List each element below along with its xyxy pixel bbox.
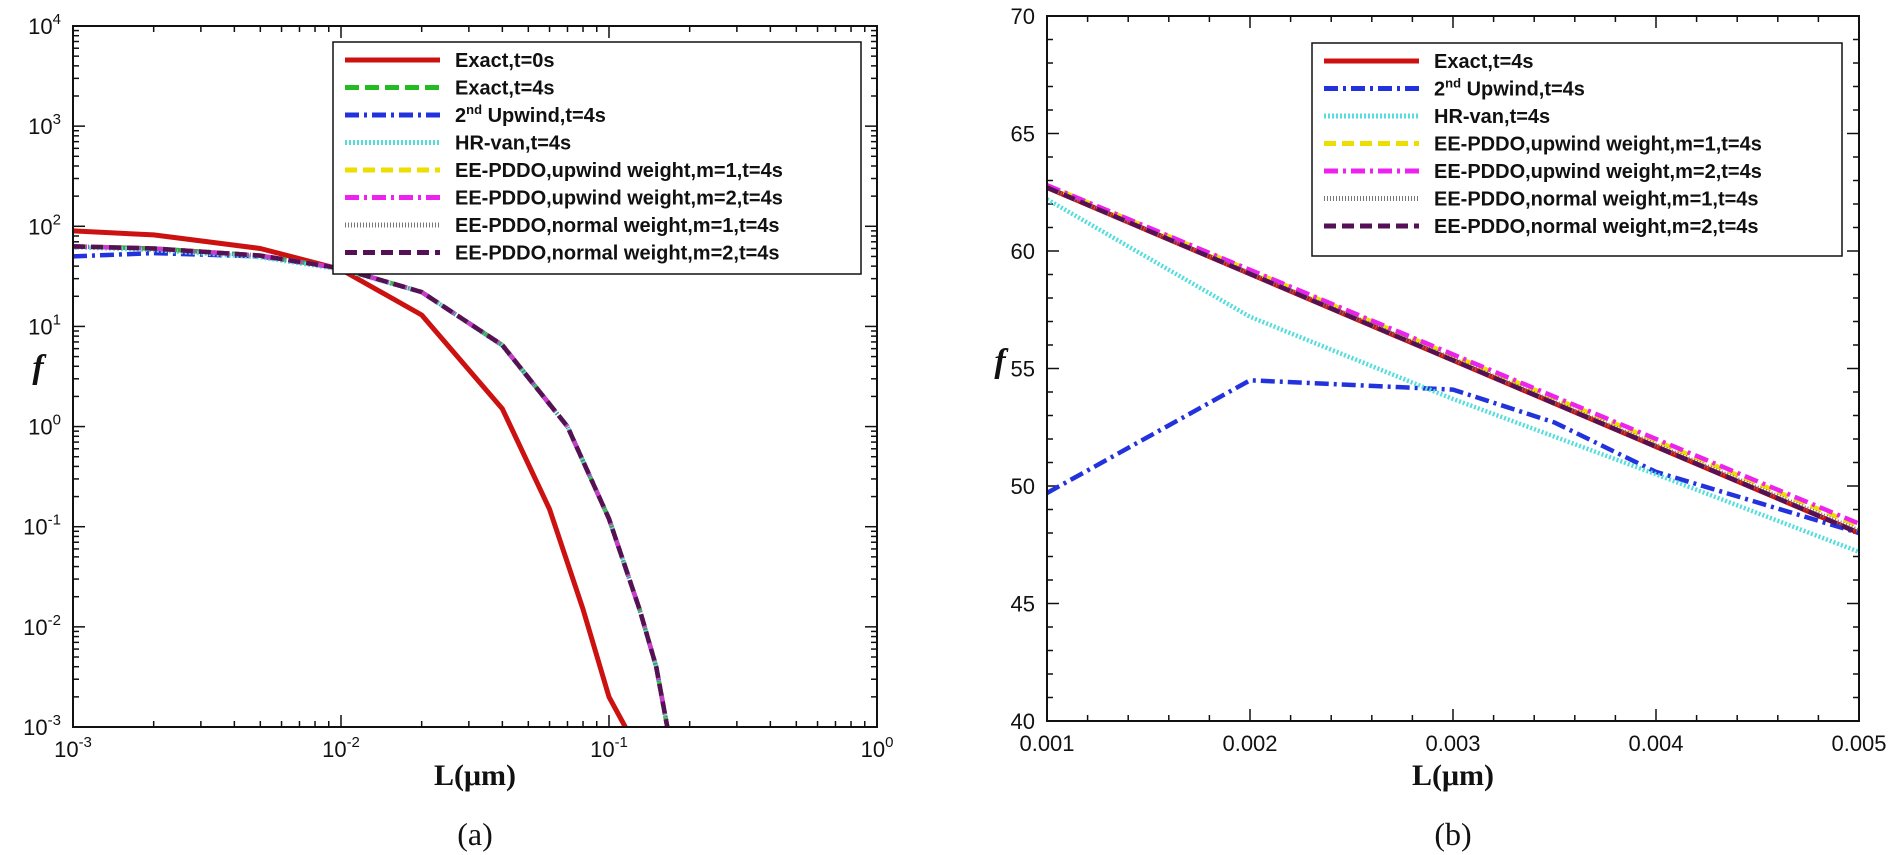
panel-a-caption: (a) — [457, 816, 493, 852]
series-line — [1047, 183, 1859, 526]
y-tick-label: 101 — [28, 311, 61, 339]
y-tick-label: 104 — [28, 11, 61, 39]
x-tick-label: 10-1 — [590, 734, 628, 762]
y-tick-label: 70 — [1011, 4, 1035, 29]
y-tick-label: 40 — [1011, 709, 1035, 734]
panel-b-tick-labels: 0.001 0.002 0.003 0.004 0.005 40 45 50 55 60 65 70 — [1011, 4, 1887, 756]
series-line — [73, 244, 670, 727]
legend-entry-label: HR-van,t=4s — [1434, 106, 1550, 128]
legend-entry-label: EE-PDDO,normal weight,m=2,t=4s — [455, 243, 780, 265]
y-tick-label: 10-3 — [23, 712, 61, 740]
panel-b-plot-frame — [1046, 15, 1860, 722]
series-line — [73, 228, 628, 727]
panel-a-plot-frame — [72, 25, 878, 728]
legend-entry-label: EE-PDDO,upwind weight,m=1,t=4s — [1434, 134, 1762, 156]
panel-b-series — [1047, 183, 1859, 554]
legend-entry-label: EE-PDDO,upwind weight,m=2,t=4s — [455, 188, 783, 210]
legend-entry-label: EE-PDDO,upwind weight,m=1,t=4s — [455, 160, 783, 182]
y-tick-label: 65 — [1011, 122, 1035, 147]
y-tick-label: 100 — [28, 412, 61, 440]
y-tick-label: 10-2 — [23, 612, 61, 640]
x-tick-label: 0.001 — [1019, 731, 1074, 756]
series-line — [1047, 197, 1859, 554]
x-tick-label: 10-3 — [54, 734, 92, 762]
x-tick-label: 100 — [861, 734, 894, 762]
legend-entry-label: EE-PDDO,normal weight,m=2,t=4s — [1434, 216, 1759, 238]
legend-entry-label: 2nd Upwind,t=4s — [455, 102, 606, 127]
legend-entry-label: Exact,t=0s — [455, 50, 555, 72]
legend-entry-label: EE-PDDO,normal weight,m=1,t=4s — [1434, 189, 1759, 211]
panel-b-caption: (b) — [1434, 816, 1471, 852]
y-tick-label: 102 — [28, 211, 61, 239]
y-tick-label: 10-1 — [23, 512, 61, 540]
x-tick-label: 0.002 — [1222, 731, 1277, 756]
x-tick-label: 10-2 — [322, 734, 360, 762]
x-tick-label: 0.004 — [1628, 731, 1683, 756]
panel-b-legend: Exact,t=4s 2nd Upwind,t=4s HR-van,t=4s EE-P… — [1311, 42, 1843, 257]
panel-a-series — [73, 228, 670, 727]
legend-entry-label: EE-PDDO,normal weight,m=1,t=4s — [455, 215, 780, 237]
panel-b-ylabel: f — [994, 343, 1009, 380]
y-tick-label: 55 — [1011, 357, 1035, 382]
panel-b: 0.001 0.002 0.003 0.004 0.00540455055606570 … — [994, 4, 1886, 852]
y-tick-label: 103 — [28, 111, 61, 139]
legend-entry-label: EE-PDDO,upwind weight,m=2,t=4s — [1434, 161, 1762, 183]
y-tick-label: 50 — [1011, 474, 1035, 499]
legend-entry-label: 2nd Upwind,t=4s — [1434, 76, 1585, 101]
legend-entry-label: HR-van,t=4s — [455, 133, 571, 155]
y-tick-label: 45 — [1011, 592, 1035, 617]
panel-a-tick-labels: 10-3 10-2 10-1 100 10-3 10-2 10-1 100 101 102 103 1… — [23, 11, 893, 762]
panel-b-xlabel: L(μm) — [1412, 759, 1494, 792]
legend-box — [1311, 42, 1843, 257]
series-line — [1047, 185, 1859, 536]
legend-box — [332, 41, 862, 275]
y-tick-label: 60 — [1011, 239, 1035, 264]
legend-entry-label: Exact,t=4s — [455, 78, 555, 100]
panel-a: 10-3 10-2 10-1 100 10-3 10-2 10-1 100 101 102 103 1… — [23, 11, 893, 852]
series-line — [1047, 378, 1859, 536]
x-tick-label: 0.003 — [1425, 731, 1480, 756]
legend-entry-label: Exact,t=4s — [1434, 51, 1534, 73]
panel-a-ylabel: f — [32, 349, 47, 386]
x-tick-label: 0.005 — [1831, 731, 1886, 756]
panel-a-xlabel: L(μm) — [434, 759, 516, 792]
